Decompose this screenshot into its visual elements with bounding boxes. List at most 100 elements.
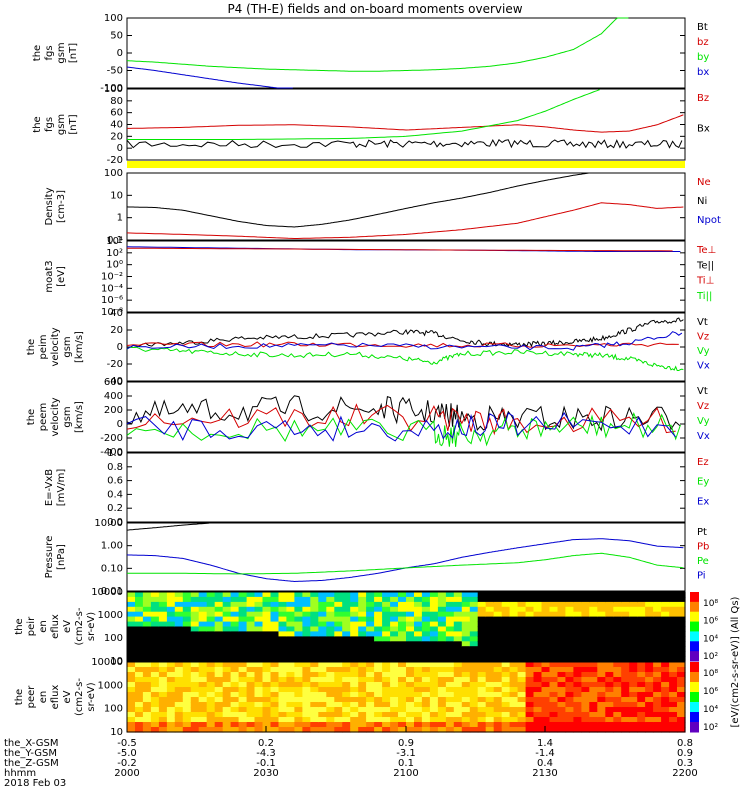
spectrogram-cell [238,596,248,603]
spectrogram-cell [310,697,319,703]
spectrogram-cell [653,687,662,693]
spectrogram-cell [286,621,295,628]
spectrogram-cell [533,667,543,673]
spectrogram-cell [398,702,407,708]
spectrogram-cell [429,702,439,708]
spectrogram-cell [629,687,638,693]
spectrogram-cell [294,692,303,698]
spectrogram-cell [605,646,614,652]
spectrogram-cell [135,636,144,642]
spectrogram-cell [214,631,224,637]
spectrogram-cell [334,712,343,718]
spectrogram-cell [278,687,288,693]
spectrogram-cell [469,636,479,642]
spectrogram-cell [158,621,168,628]
y-axis-label: en [38,620,49,633]
spectrogram-cell [653,616,662,623]
spectrogram-cell [477,631,487,637]
spectrogram-cell [254,702,264,708]
spectrogram-cell [469,651,479,657]
spectrogram-cell [581,722,590,728]
spectrogram-cell [605,707,614,713]
spectrogram-cell [669,707,678,713]
spectrogram-cell [677,626,686,632]
spectrogram-cell [645,702,654,708]
spectrogram-cell [350,722,359,728]
spectrogram-cell [246,677,256,683]
y-tick-label: 0.8 [107,462,123,473]
spectrogram-cell [549,631,559,637]
spectrogram-cell [350,677,359,683]
spectrogram-cell [135,697,144,703]
spectrogram-cell [525,687,535,693]
spectrogram-cell [366,662,375,668]
spectrogram-cell [557,626,567,632]
spectrogram-cell [653,722,662,728]
spectrogram-cell [214,656,224,662]
spectrogram-cell [390,667,399,673]
spectrogram-cell [573,712,582,718]
spectrogram-cell [589,727,598,733]
spectrogram-cell [310,712,319,718]
spectrogram-cell [198,651,208,657]
spectrogram-cell [637,651,646,657]
spectrogram-cell [637,656,646,662]
spectrogram-cell [142,606,152,613]
legend-Te⊥: Te⊥ [696,245,716,256]
spectrogram-cell [174,656,184,662]
spectrogram-cell [350,662,359,668]
spectrogram-cell [621,611,630,618]
spectrogram-cell [549,682,559,688]
spectrogram-cell [485,601,495,608]
y-tick-label: 40 [110,120,123,131]
spectrogram-cell [414,621,423,628]
spectrogram-cell [605,717,614,723]
spectrogram-cell [230,692,240,698]
spectrogram-cell [629,697,638,703]
spectrogram-cell [358,707,367,713]
spectrogram-cell [342,621,351,628]
spectrogram-cell [469,697,479,703]
spectrogram-cell [605,616,614,623]
spectrogram-cell [645,697,654,703]
spectrogram-cell [286,616,295,623]
spectrogram-cell [573,662,582,668]
spectrogram-cell [230,682,240,688]
spectrogram-cell [501,626,511,632]
spectrogram-cell [437,616,447,623]
spectrogram-cell [310,667,319,673]
spectrogram-cell [302,636,311,642]
spectrogram-cell [334,651,343,657]
spectrogram-cell [525,707,535,713]
spectrogram-cell [206,646,216,652]
spectrogram-cell [254,667,264,673]
spectrogram-cell [533,611,543,618]
spectrogram-cell [238,616,248,623]
spectrogram-cell [246,646,256,652]
y-tick-label: 0 [117,419,123,430]
spectrogram-cell [310,702,319,708]
spectrogram-cell [669,631,678,637]
spectrogram-cell [605,641,614,647]
spectrogram-cell [135,656,144,662]
spectrogram-cell [437,677,447,683]
spectrogram-cell [302,626,311,632]
spectrogram-cell [222,601,232,608]
spectrogram-cell [206,722,216,728]
y-tick-label: 0.2 [107,503,123,514]
spectrogram-cell [318,646,327,652]
spectrogram-cell [461,636,471,642]
spectrogram-cell [437,662,447,668]
spectrogram-cell [262,727,272,733]
spectrogram-cell [645,641,654,647]
colorbar-segment [690,662,699,673]
spectrogram-cell [174,687,184,693]
spectrogram-cell [421,596,431,603]
spectrogram-cell [549,621,559,628]
spectrogram-cell [334,636,343,642]
spectrogram-cell [318,672,327,678]
spectrogram-cell [509,651,519,657]
spectrogram-cell [238,636,248,642]
spectrogram-cell [182,646,192,652]
